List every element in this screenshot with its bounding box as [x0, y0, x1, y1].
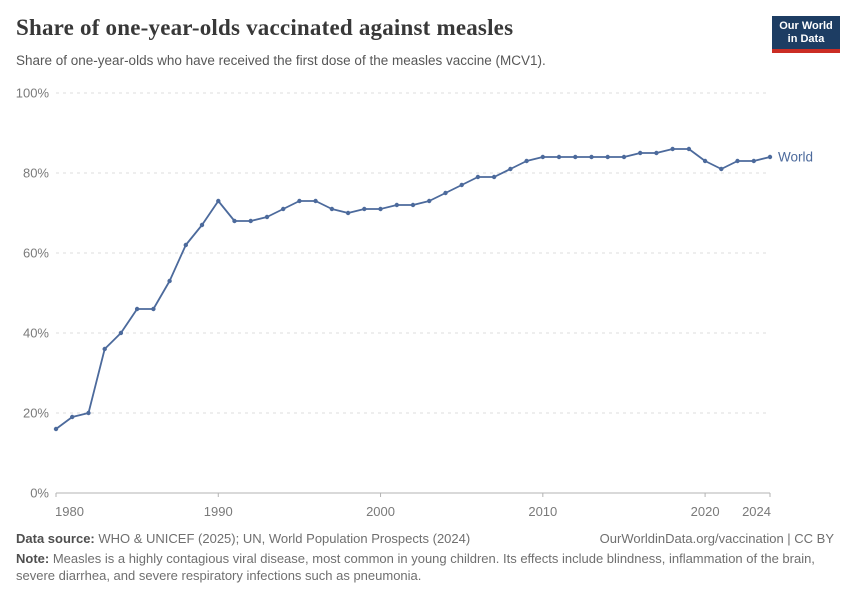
- chart-title: Share of one-year-olds vaccinated agains…: [16, 15, 514, 40]
- owid-logo-line1: Our World: [779, 19, 833, 32]
- y-axis-label: 20%: [23, 406, 49, 421]
- data-point: [605, 154, 610, 160]
- data-point: [459, 182, 464, 188]
- data-point: [686, 146, 692, 152]
- data-point: [264, 214, 270, 220]
- data-point: [362, 206, 367, 212]
- data-source-text: WHO & UNICEF (2025); UN, World Populatio…: [94, 531, 471, 546]
- y-axis-label: 0%: [30, 486, 49, 501]
- data-point: [102, 346, 107, 352]
- data-point: [491, 174, 497, 180]
- chart-subtitle: Share of one-year-olds who have received…: [16, 53, 546, 68]
- data-point: [751, 158, 756, 164]
- data-source: Data source: WHO & UNICEF (2025); UN, Wo…: [16, 531, 470, 546]
- data-point: [556, 154, 562, 160]
- x-axis-label: 2020: [691, 504, 720, 519]
- data-point: [735, 158, 740, 164]
- data-point: [134, 306, 140, 312]
- data-point: [86, 410, 91, 416]
- data-point: [345, 210, 351, 216]
- data-point: [216, 198, 221, 204]
- data-point: [378, 206, 383, 212]
- owid-logo-line2: in Data: [787, 32, 825, 45]
- data-point: [508, 166, 513, 172]
- y-axis-label: 80%: [23, 166, 49, 181]
- data-point: [524, 158, 529, 164]
- x-axis-label: 2024: [742, 504, 771, 519]
- owid-logo: Our World in Data: [772, 16, 840, 53]
- data-point: [183, 242, 188, 248]
- data-point: [118, 330, 124, 336]
- data-point: [427, 198, 432, 204]
- data-point: [53, 426, 59, 432]
- data-point: [475, 174, 481, 180]
- y-axis-label: 100%: [16, 86, 50, 101]
- data-point: [767, 154, 773, 160]
- data-point: [313, 198, 318, 204]
- data-point: [297, 198, 302, 204]
- note-text: Measles is a highly contagious viral dis…: [16, 551, 815, 583]
- data-point: [410, 202, 416, 208]
- data-point: [654, 150, 659, 156]
- data-point: [443, 190, 448, 196]
- data-line-world: [55, 148, 771, 430]
- x-axis-label: 2010: [528, 504, 557, 519]
- x-axis-label: 1980: [55, 504, 84, 519]
- source-row: Data source: WHO & UNICEF (2025); UN, Wo…: [16, 531, 834, 546]
- data-point: [70, 414, 75, 420]
- chart-footer: Data source: WHO & UNICEF (2025); UN, Wo…: [16, 531, 834, 584]
- data-point: [589, 154, 594, 160]
- note-label: Note:: [16, 551, 50, 566]
- data-point: [329, 206, 335, 212]
- data-point: [670, 146, 675, 152]
- data-point: [638, 150, 643, 156]
- line-chart: 0% 20% 40% 60% 80% 100% 1980 1990 2000 2010 2020 20…: [16, 86, 813, 520]
- series-end-label: World: [778, 150, 813, 165]
- data-source-label: Data source:: [16, 531, 95, 546]
- data-point: [248, 218, 253, 224]
- y-axis-label: 40%: [23, 326, 49, 341]
- data-point: [394, 202, 399, 208]
- x-axis-label: 1990: [204, 504, 233, 519]
- y-axis-label: 60%: [23, 246, 49, 261]
- x-axis-label: 2000: [366, 504, 395, 519]
- data-point: [167, 278, 172, 284]
- chart-note: Note: Measles is a highly contagious vir…: [16, 550, 828, 584]
- data-point: [151, 306, 156, 312]
- data-point: [540, 154, 545, 160]
- credit-link[interactable]: OurWorldinData.org/vaccination | CC BY: [599, 531, 834, 546]
- data-point: [702, 158, 708, 164]
- data-point: [281, 206, 286, 212]
- data-point: [573, 154, 578, 160]
- data-point: [232, 218, 237, 224]
- data-point: [199, 222, 205, 228]
- data-point: [621, 154, 627, 160]
- data-point: [719, 166, 724, 172]
